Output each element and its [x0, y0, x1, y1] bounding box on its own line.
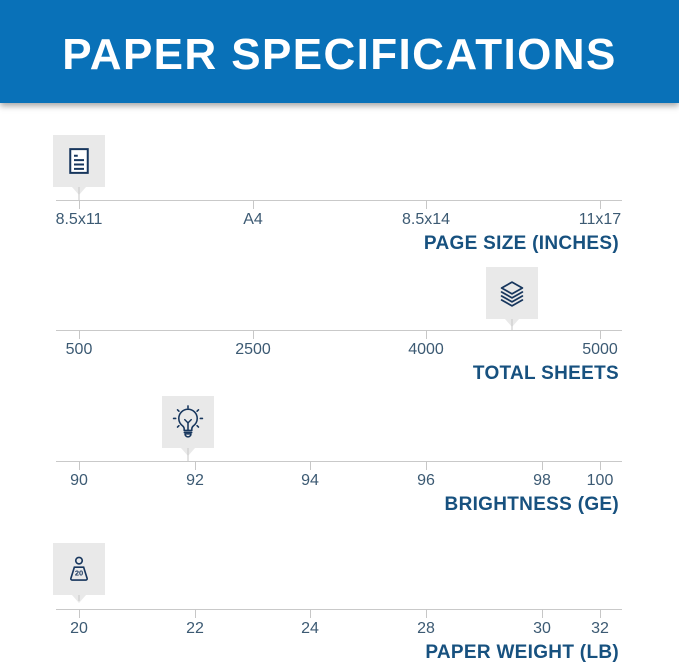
svg-text:20: 20 [75, 569, 83, 578]
